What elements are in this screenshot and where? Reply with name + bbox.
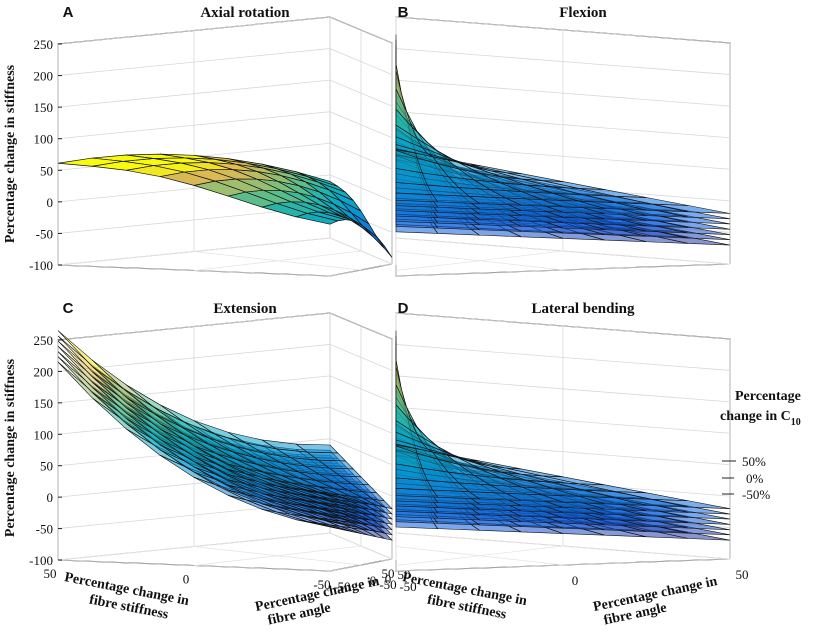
stiffness-tick-label: 0 <box>183 572 190 587</box>
panel-letter-d: D <box>398 300 409 317</box>
angle-tick-label: 0 <box>370 573 377 588</box>
gridline-floor <box>395 532 731 560</box>
legend-title-subscript: 10 <box>791 417 801 428</box>
legend-title-line2: change in C10 <box>720 409 801 428</box>
axes-box-a <box>57 16 393 277</box>
gridline-z <box>57 344 393 372</box>
z-tick-label: 200 <box>34 364 54 379</box>
panel-title-d: Lateral bending <box>532 301 635 317</box>
legend-entry-50: 50% <box>742 454 766 469</box>
surface-c10-50 <box>395 34 731 214</box>
z-tick-label: 250 <box>34 333 54 348</box>
c10-legend: Percentage change in C10 50% 0% -50% <box>720 389 801 502</box>
surfaces-a <box>57 153 393 258</box>
z-tick-label: 0 <box>47 490 54 505</box>
z-tick-label: 50 <box>40 459 53 474</box>
surface-patch <box>57 330 123 389</box>
panel-title-a: Axial rotation <box>200 5 290 21</box>
legend-entry-0: 0% <box>746 471 764 486</box>
panel-b: Flexion B <box>395 4 731 277</box>
z-tick-label: -100 <box>29 258 53 273</box>
stiffness-tick-label: 50 <box>44 566 57 581</box>
gridline-floor <box>395 546 564 566</box>
gridline-z <box>57 48 393 76</box>
gridline-z <box>57 237 393 266</box>
legend-title-text: change in C <box>720 409 791 424</box>
z-tick-label: 100 <box>34 132 54 147</box>
gridline-floor <box>395 237 731 265</box>
floor-tick-labels-d: 500-50 -50 0 50 <box>379 566 748 594</box>
gridline-floor <box>57 237 331 266</box>
z-tick-labels-c: 250 200 150 100 50 0 -50 -100 <box>29 333 62 568</box>
surface-patch <box>395 330 402 389</box>
surface-c10-0 <box>57 153 393 258</box>
z-tick-labels-a: 250 200 150 100 50 0 -50 -100 <box>29 37 62 273</box>
legend-entry-neg50: -50% <box>742 487 770 502</box>
z-tick-label: 50 <box>40 163 53 178</box>
ylabel-top: Percentage change in stiffness <box>3 64 18 243</box>
stiffness-tick-label: 50 <box>382 566 395 581</box>
gridline-floor <box>193 251 362 271</box>
surfaces-c <box>57 330 393 541</box>
box-floor-back <box>57 532 393 561</box>
z-tick-label: 100 <box>34 427 54 442</box>
gridline-floor <box>57 532 331 561</box>
box-floor-front <box>57 263 393 277</box>
stiffness-tick-label: -50 <box>379 577 396 592</box>
gridline-z <box>57 532 393 561</box>
z-tick-label: -50 <box>36 522 53 537</box>
panel-title-c: Extension <box>213 301 277 317</box>
z-tick-label: 0 <box>47 195 54 210</box>
panel-letter-a: A <box>63 4 74 21</box>
surfaces-b <box>395 34 731 246</box>
panel-letter-c: C <box>63 300 74 317</box>
gridline-z <box>57 312 393 341</box>
z-tick-label: 200 <box>34 69 54 84</box>
stiffness-tick-label: -50 <box>313 577 330 592</box>
gridline-floor <box>193 546 362 566</box>
z-tick-label: -50 <box>36 226 53 241</box>
z-tick-label: -100 <box>29 553 53 568</box>
angle-tick-label: -50 <box>333 579 350 594</box>
x-labels-d: Percentage change in fibre stiffness Per… <box>401 570 719 628</box>
gridline-floor <box>395 251 564 271</box>
box-floor-back <box>57 237 393 266</box>
z-tick-label: 250 <box>34 37 54 52</box>
gridline-z <box>57 111 393 140</box>
angle-tick-label: -50 <box>399 579 416 594</box>
panel-letter-b: B <box>398 4 409 21</box>
z-tick-label: 150 <box>34 396 54 411</box>
panel-title-b: Flexion <box>559 5 607 21</box>
surfaces-d <box>395 330 731 541</box>
angle-tick-label: 0 <box>572 573 579 588</box>
gridline-floor <box>329 237 393 265</box>
surface-patch <box>395 34 402 93</box>
stiffness-tick-label: 0 <box>385 572 392 587</box>
surface-patch <box>57 157 123 167</box>
legend-title-line1: Percentage <box>735 389 801 404</box>
angle-tick-label: 50 <box>736 567 749 582</box>
box-outline <box>57 16 393 265</box>
surface-c10-50 <box>395 330 731 510</box>
gridline-z <box>57 16 393 45</box>
z-tick-label: 150 <box>34 100 54 115</box>
gridline-floor <box>329 532 393 560</box>
ylabel-bottom: Percentage change in stiffness <box>3 358 18 537</box>
surface-c10-50 <box>57 330 393 510</box>
box-floor-front <box>57 558 393 572</box>
panel-a: 250 200 150 100 50 0 -50 -100 Axial rotation A <box>29 4 393 277</box>
gridline-z <box>57 79 393 108</box>
